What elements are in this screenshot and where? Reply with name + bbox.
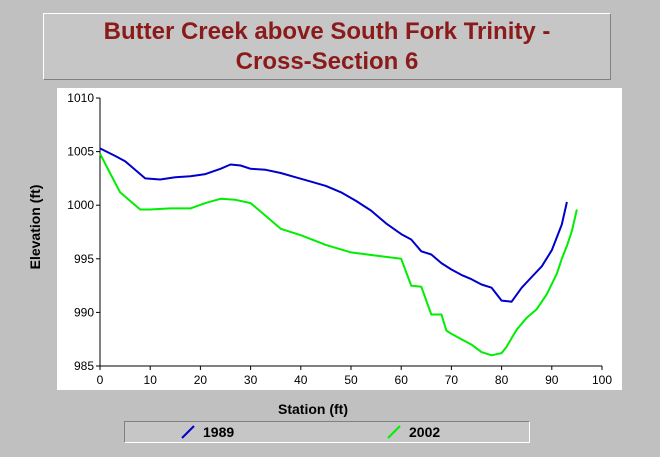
x-tick-label: 30: [244, 373, 258, 387]
x-tick-label: 60: [395, 373, 409, 387]
x-tick-label: 50: [344, 373, 358, 387]
x-ticks: 0 10 20 30 40 50 60 70 80 90 100: [97, 366, 612, 387]
x-tick-label: 80: [495, 373, 509, 387]
x-axis-title: Station (ft): [278, 401, 348, 417]
series-line-2002: [99, 153, 578, 357]
x-tick-label: 100: [592, 373, 612, 387]
chart-title-line-1: Butter Creek above South Fork Trinity -: [103, 17, 551, 45]
y-tick-label: 985: [74, 359, 94, 373]
plot-area: [57, 88, 622, 390]
legend-item-2002: 2002: [387, 423, 440, 441]
x-tick-label: 40: [294, 373, 308, 387]
x-tick-label: 20: [194, 373, 208, 387]
legend-swatch-line-2002: [387, 425, 401, 439]
chart-title-line-2: Cross-Section 6: [235, 47, 419, 75]
legend-swatch-2002: [387, 425, 401, 439]
y-tick-label: 1005: [67, 145, 94, 159]
series-line-1989: [99, 147, 568, 303]
series-layer: [99, 147, 578, 357]
legend-label-2002: 2002: [409, 424, 441, 440]
x-tick-label: 90: [545, 373, 559, 387]
y-tick-label: 995: [74, 252, 94, 266]
y-tick-label: 1000: [67, 198, 94, 212]
x-tick-label: 10: [144, 373, 158, 387]
legend: 1989 2002: [124, 421, 530, 443]
legend-item-1989: 1989: [181, 423, 234, 441]
legend-swatch-1989: [181, 425, 195, 439]
legend-label-1989: 1989: [203, 424, 235, 440]
y-tick-label: 1010: [67, 91, 94, 105]
y-tick-label: 990: [74, 305, 94, 319]
legend-swatch-line-1989: [181, 425, 195, 439]
x-tick-label: 0: [97, 373, 104, 387]
y-ticks: 985 990 995 1000 1005 1010: [67, 91, 100, 373]
chart-title-box: Butter Creek above South Fork Trinity - …: [43, 13, 611, 80]
x-tick-label: 70: [445, 373, 459, 387]
y-axis-title: Elevation (ft): [27, 185, 43, 270]
